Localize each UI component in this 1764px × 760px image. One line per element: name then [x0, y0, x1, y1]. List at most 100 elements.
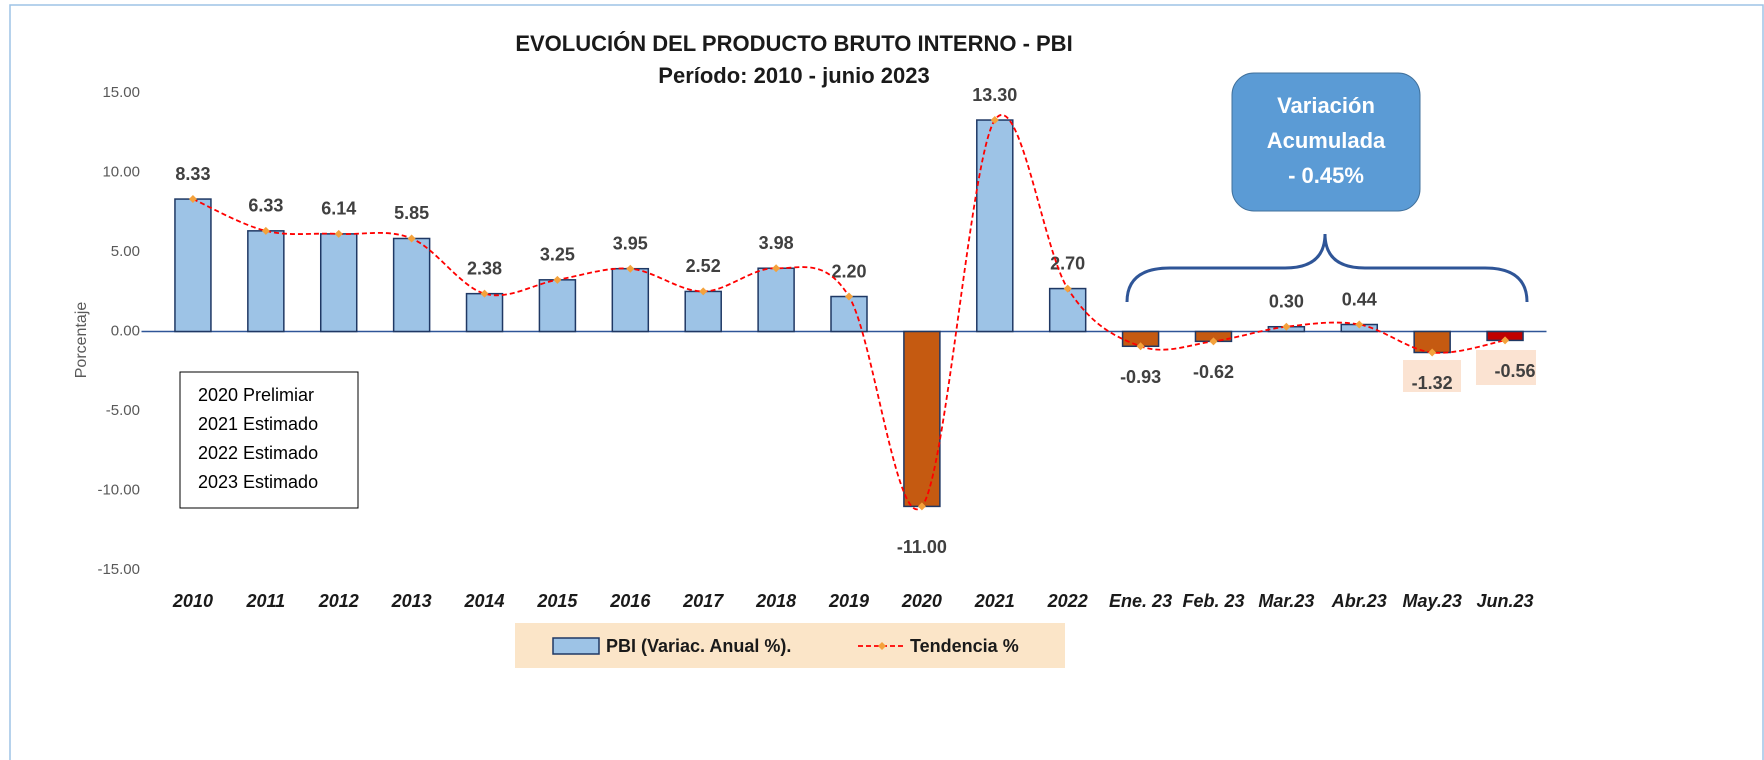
- chart-subtitle: Período: 2010 - junio 2023: [658, 63, 929, 88]
- trend-marker: [990, 116, 999, 125]
- y-tick-label: -5.00: [106, 402, 140, 419]
- bar: [611, 267, 650, 333]
- x-tick-label: 2018: [755, 591, 796, 611]
- bar: [392, 237, 431, 333]
- callout-text: Variación: [1277, 93, 1375, 118]
- data-label: 2.52: [686, 256, 721, 276]
- bar: [538, 279, 577, 333]
- trend-marker: [699, 287, 708, 296]
- x-tick-label: 2010: [172, 591, 213, 611]
- y-tick-label: 15.00: [102, 84, 140, 101]
- legend-label: Tendencia %: [910, 636, 1019, 656]
- trend-marker: [188, 195, 197, 204]
- trend-marker: [1063, 284, 1072, 293]
- bar: [465, 292, 504, 333]
- y-tick-label: -15.00: [97, 561, 140, 578]
- trend-marker: [1501, 336, 1510, 345]
- trend-marker: [334, 229, 343, 238]
- x-tick-label: 2014: [464, 591, 505, 611]
- x-tick-label: 2017: [682, 591, 724, 611]
- legend-box: [515, 623, 1065, 668]
- data-label: 13.30: [972, 85, 1017, 105]
- x-tick-label: Jun.23: [1477, 591, 1534, 611]
- bar: [319, 233, 358, 333]
- bar: [903, 330, 941, 508]
- trend-marker: [1355, 320, 1364, 329]
- data-label: -1.32: [1412, 373, 1453, 393]
- trend-marker: [917, 502, 926, 511]
- trend-marker: [480, 289, 489, 298]
- y-axis-label: Porcentaje: [73, 302, 90, 379]
- note: 2023 Estimado: [198, 472, 318, 492]
- chart-title: EVOLUCIÓN DEL PRODUCTO BRUTO INTERNO - P…: [515, 31, 1072, 56]
- legend-marker: [878, 642, 886, 650]
- trend-marker: [1136, 342, 1145, 351]
- trend-marker: [261, 226, 270, 235]
- label-highlight: [1403, 360, 1461, 392]
- callout-text: Acumulada: [1267, 128, 1386, 153]
- trend-marker: [845, 292, 853, 301]
- bar: [976, 119, 1014, 333]
- x-tick-label: 2012: [318, 591, 359, 611]
- trend-marker: [772, 264, 781, 273]
- data-label: -0.93: [1120, 367, 1161, 387]
- x-tick-label: Feb. 23: [1182, 591, 1244, 611]
- data-label: 2.20: [831, 261, 866, 281]
- trend-marker: [407, 234, 416, 243]
- y-tick-label: 10.00: [102, 163, 140, 180]
- bar: [1048, 287, 1087, 333]
- x-tick-label: 2013: [391, 591, 432, 611]
- y-tick-label: -10.00: [97, 481, 140, 498]
- x-tick-label: Abr.23: [1331, 591, 1387, 611]
- label-highlight: [1476, 350, 1536, 385]
- data-label: -0.56: [1495, 361, 1536, 381]
- legend-swatch: [552, 637, 600, 655]
- x-tick-label: 2021: [974, 591, 1015, 611]
- data-label: 3.98: [759, 233, 794, 253]
- trend-marker: [1282, 322, 1291, 331]
- x-tick-label: Ene. 23: [1109, 591, 1172, 611]
- trend-marker: [1428, 348, 1437, 357]
- x-tick-label: 2019: [828, 591, 869, 611]
- note: 2020 Prelimiar: [198, 385, 314, 405]
- data-label: 2.70: [1050, 253, 1085, 273]
- y-tick-label: 5.00: [111, 243, 140, 260]
- data-label: 5.85: [394, 203, 429, 223]
- x-tick-label: Mar.23: [1258, 591, 1314, 611]
- x-tick-label: 2020: [901, 591, 942, 611]
- trend-marker: [626, 264, 635, 273]
- x-tick-label: May.23: [1402, 591, 1461, 611]
- note: 2022 Estimado: [198, 443, 318, 463]
- bar: [174, 198, 212, 333]
- data-label: 3.95: [613, 233, 648, 253]
- data-label: 0.30: [1269, 291, 1304, 311]
- data-label: 8.33: [175, 164, 210, 184]
- data-label: 3.25: [540, 245, 575, 265]
- bar: [684, 290, 722, 333]
- callout-box: [1231, 72, 1421, 212]
- x-tick-label: 2011: [245, 591, 285, 611]
- data-label: 2.38: [467, 258, 502, 278]
- trend-marker: [1209, 337, 1218, 346]
- x-tick-label: 2022: [1047, 591, 1088, 611]
- trend-line: [192, 114, 1506, 511]
- data-label: 6.33: [248, 196, 283, 216]
- callout-text: - 0.45%: [1288, 163, 1364, 188]
- frame: [9, 4, 1764, 760]
- bar: [757, 267, 795, 333]
- x-tick-label: 2015: [536, 591, 578, 611]
- data-label: 0.44: [1342, 289, 1377, 309]
- brace: [1125, 233, 1529, 303]
- data-label: -11.00: [897, 537, 947, 557]
- x-tick-label: 2016: [609, 591, 651, 611]
- notes-box: [179, 371, 359, 509]
- trend-marker: [553, 275, 562, 284]
- data-label: -0.62: [1193, 362, 1234, 382]
- note: 2021 Estimado: [198, 414, 318, 434]
- data-label: 6.14: [321, 199, 356, 219]
- bar: [830, 295, 868, 333]
- bar: [247, 230, 285, 333]
- legend-label: PBI (Variac. Anual %).: [606, 636, 791, 656]
